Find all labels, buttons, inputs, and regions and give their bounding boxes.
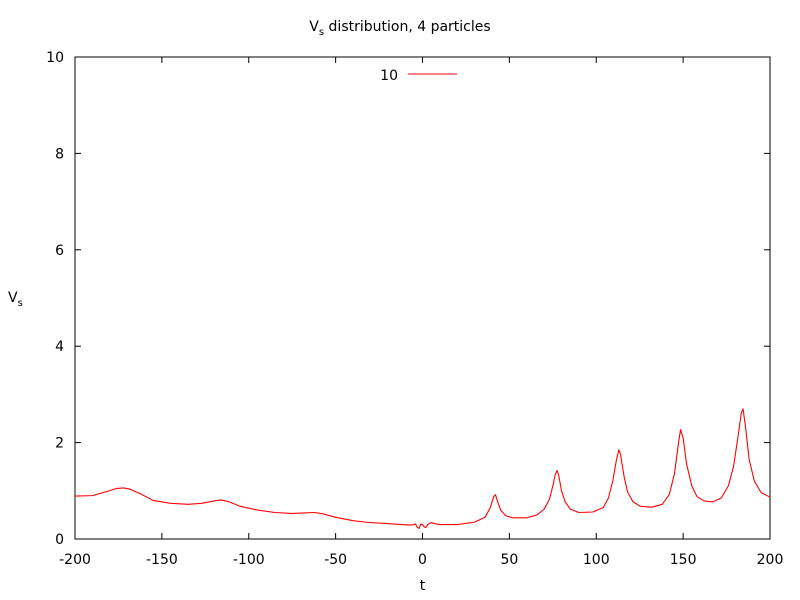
x-tick-label: -200: [59, 552, 91, 568]
series-group: [74, 408, 771, 529]
y-tick-label: 10: [46, 50, 64, 66]
y-tick-label: 6: [55, 243, 64, 259]
series-line: [74, 408, 771, 529]
x-tick-label: 150: [670, 552, 697, 568]
y-tick-label: 0: [55, 532, 64, 548]
x-tick-label: 100: [583, 552, 610, 568]
chart-title: Vs distribution, 4 particles: [309, 19, 491, 38]
legend-label: 10: [380, 68, 398, 84]
y-tick-label: 8: [55, 146, 64, 162]
legend: 10: [380, 68, 457, 84]
y-tick-labels: 0 2 4 6 8 10: [46, 50, 64, 548]
x-tick-label: -100: [233, 552, 265, 568]
x-axis-label: t: [419, 578, 426, 594]
plot-frame: [74, 56, 771, 540]
x-tick-label: 50: [500, 552, 518, 568]
axis-ticks: [74, 56, 771, 540]
y-tick-label: 4: [55, 339, 64, 355]
y-axis-label: Vs: [8, 290, 23, 309]
y-tick-label: 2: [55, 436, 64, 452]
x-tick-label: -50: [324, 552, 347, 568]
x-tick-label: 0: [418, 552, 427, 568]
x-tick-label: 200: [757, 552, 784, 568]
x-tick-labels: -200 -150 -100 -50 0 50 100 150 200: [59, 552, 783, 568]
x-tick-label: -150: [146, 552, 178, 568]
